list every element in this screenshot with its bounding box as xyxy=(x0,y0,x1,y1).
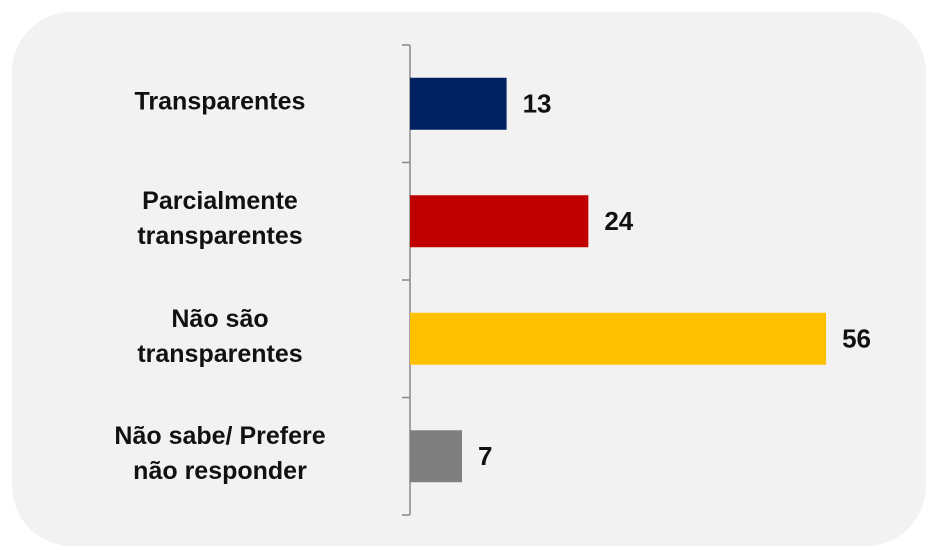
category-label: Não sabe/ Prefere não responder xyxy=(114,422,326,486)
bar xyxy=(410,77,507,130)
bar xyxy=(410,312,827,365)
value-label: 56 xyxy=(842,324,871,354)
value-label: 7 xyxy=(478,441,492,471)
bar xyxy=(410,195,589,248)
category-label: Não são transparentes xyxy=(137,304,303,368)
value-label: 13 xyxy=(523,89,552,119)
category-label: Transparentes xyxy=(134,87,306,116)
category-label: Parcialmente transparentes xyxy=(137,187,303,251)
value-label: 24 xyxy=(604,206,633,236)
bar xyxy=(410,430,463,483)
